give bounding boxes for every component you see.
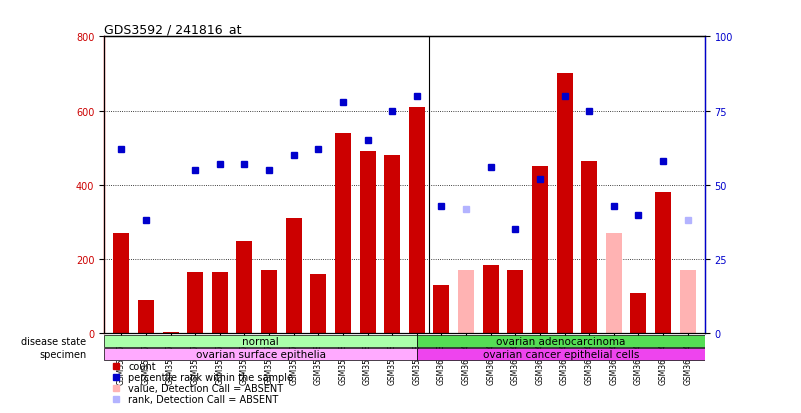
Text: percentile rank within the sample: percentile rank within the sample xyxy=(128,372,293,382)
Text: GDS3592 / 241816_at: GDS3592 / 241816_at xyxy=(104,23,242,36)
Bar xyxy=(417,348,705,360)
Text: ovarian surface epithelia: ovarian surface epithelia xyxy=(195,349,325,359)
Bar xyxy=(557,74,573,334)
Bar xyxy=(532,167,548,334)
Text: normal: normal xyxy=(242,336,279,346)
Bar xyxy=(211,273,227,334)
Bar xyxy=(236,241,252,334)
Bar xyxy=(679,271,695,334)
Bar xyxy=(114,234,130,334)
Bar xyxy=(310,274,326,334)
Bar xyxy=(187,273,203,334)
Text: value, Detection Call = ABSENT: value, Detection Call = ABSENT xyxy=(128,383,284,393)
Bar xyxy=(483,265,499,334)
Bar xyxy=(655,193,671,334)
Text: ovarian cancer epithelial cells: ovarian cancer epithelial cells xyxy=(483,349,639,359)
Bar xyxy=(384,156,400,334)
Bar xyxy=(417,335,705,347)
Text: specimen: specimen xyxy=(39,349,87,359)
Text: count: count xyxy=(128,361,155,371)
Bar xyxy=(409,107,425,334)
Bar xyxy=(606,234,622,334)
Bar xyxy=(335,133,351,334)
Bar xyxy=(507,271,523,334)
Bar xyxy=(630,293,646,334)
Bar xyxy=(104,348,417,360)
Bar xyxy=(286,219,302,334)
Bar xyxy=(433,285,449,334)
Text: disease state: disease state xyxy=(22,336,87,346)
Bar xyxy=(104,335,417,347)
Bar xyxy=(163,332,179,334)
Bar xyxy=(458,271,474,334)
Bar xyxy=(138,300,154,334)
Text: ovarian adenocarcinoma: ovarian adenocarcinoma xyxy=(497,336,626,346)
Bar xyxy=(261,271,277,334)
Bar xyxy=(582,161,598,334)
Text: rank, Detection Call = ABSENT: rank, Detection Call = ABSENT xyxy=(128,394,279,404)
Bar xyxy=(360,152,376,334)
